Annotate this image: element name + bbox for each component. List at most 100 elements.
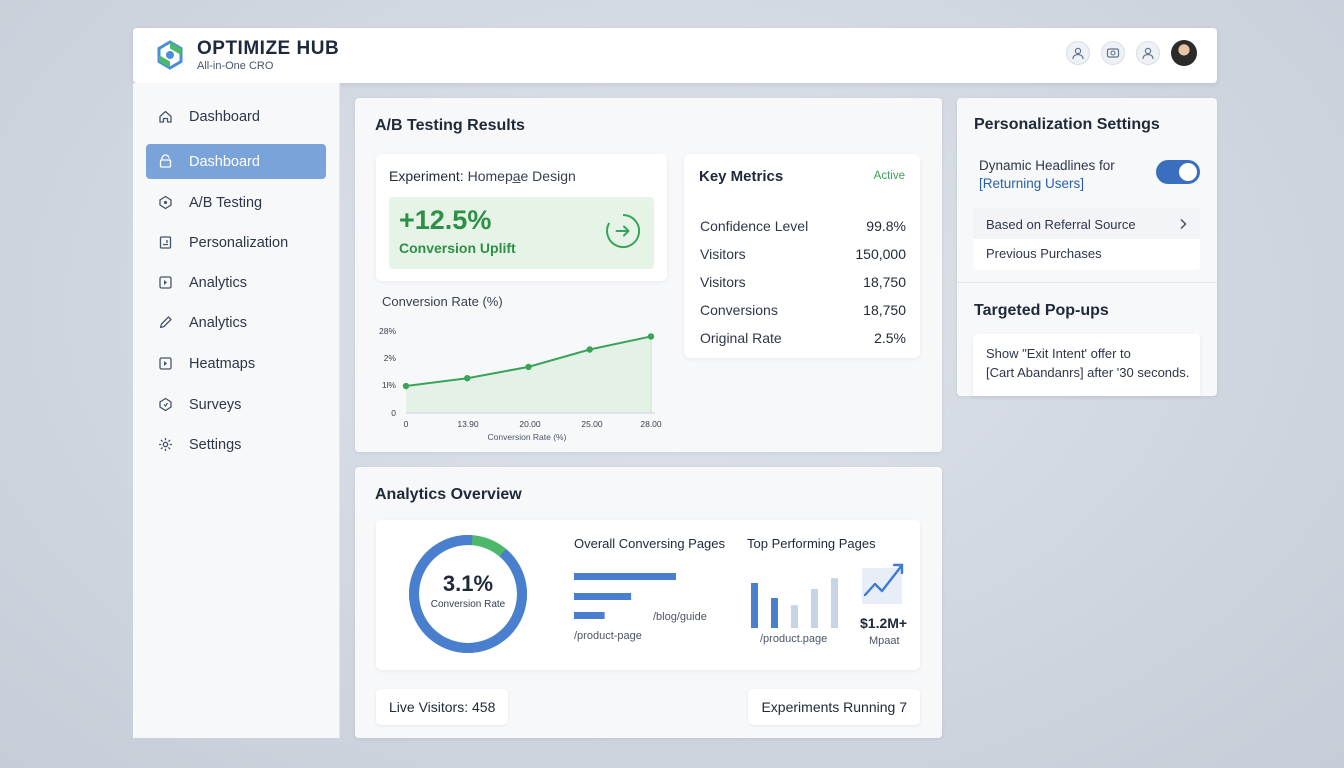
top-page-bar <box>831 578 838 628</box>
y-tick-label: 2% <box>384 353 397 363</box>
avatar[interactable] <box>1171 40 1197 66</box>
sidebar-item-label: Heatmaps <box>189 355 256 372</box>
ab-testing-panel: A/B Testing Results Experiment: Homepa̲e… <box>355 98 942 452</box>
sidebar-item-surveys[interactable]: Surveys <box>146 387 326 422</box>
overall-label-bottom: /product-page <box>574 630 642 642</box>
key-metrics-card: Key Metrics Active Confidence Level 99.8… <box>684 154 920 358</box>
top-page-bar <box>791 605 798 628</box>
experiment-card[interactable]: Experiment: Homepa̲e Design +12.5% Conve… <box>376 154 667 281</box>
app-title: OPTIMIZE HUB <box>197 38 340 59</box>
data-point <box>402 382 410 390</box>
experiment-name: Homepa̲e Design <box>467 168 576 184</box>
top-pages-bars <box>751 578 838 628</box>
divider <box>957 282 1217 283</box>
popup-rule-line-1: Show "Exit Intent' offer to <box>986 346 1131 361</box>
targeted-popups-title: Targeted Pop-ups <box>974 302 1109 319</box>
experiments-running-badge: Experiments Running 7 <box>748 689 920 725</box>
sidebar-item-dashboard-home[interactable]: Dashboard <box>146 99 326 134</box>
top-page-bar <box>811 589 818 628</box>
gear-icon <box>157 437 173 453</box>
x-tick-label: 25.00 <box>581 419 603 429</box>
trend-up-icon <box>862 563 904 604</box>
referral-source-label: Based on Referral Source <box>986 217 1136 232</box>
popup-rule-card[interactable]: Show "Exit Intent' offer to [Cart Abanda… <box>973 334 1200 396</box>
personalization-title: Personalization Settings <box>974 116 1160 133</box>
dynamic-headlines-toggle[interactable] <box>1156 160 1200 184</box>
header-icon-group <box>1066 40 1197 66</box>
analytics-overview-title: Analytics Overview <box>375 486 522 503</box>
sidebar-item-label: Analytics <box>189 274 248 291</box>
user-icon[interactable] <box>1066 41 1090 65</box>
sidebar-item-analytics[interactable]: Analytics <box>146 265 326 300</box>
page-bar <box>574 573 676 580</box>
sidebar-item-label: Dashboard <box>189 153 260 170</box>
donut-value: 3.1% <box>442 571 494 596</box>
live-visitors-badge: Live Visitors: 458 <box>376 689 509 725</box>
donut-segment <box>409 535 527 653</box>
metric-row: Conversions 18,750 <box>700 302 906 318</box>
sidebar-item-label: A/B Testing <box>189 194 263 211</box>
page-bar <box>574 612 605 619</box>
metric-label: Conversions <box>700 302 778 318</box>
logo-icon <box>157 40 183 70</box>
x-tick-label: 0 <box>404 419 409 429</box>
metric-label: Visitors <box>700 274 746 290</box>
returning-users-label: [Returning Users] <box>979 176 1085 191</box>
revenue-value: $1.2M+ <box>860 615 908 631</box>
x-tick-label: 28.00 <box>640 419 662 429</box>
experiment-label: Experiment: <box>389 168 464 184</box>
y-tick-label: 1l% <box>382 380 397 390</box>
ab-testing-icon <box>157 195 173 211</box>
x-tick-label: 20.00 <box>519 419 541 429</box>
targeting-options: Based on Referral Source Previous Purcha… <box>973 208 1200 270</box>
analytics-icon <box>157 275 173 291</box>
previous-purchases-option[interactable]: Previous Purchases <box>986 246 1102 261</box>
toggle-knob <box>1179 163 1197 181</box>
metric-value: 2.5% <box>874 330 906 346</box>
uplift-label: Conversion Uplift <box>399 240 516 256</box>
chart-title: Conversion Rate (%) <box>382 294 503 309</box>
ab-testing-title: A/B Testing Results <box>375 117 525 134</box>
chevron-right-icon <box>1180 218 1187 230</box>
top-page-bar <box>771 598 778 628</box>
pencil-icon <box>157 315 173 331</box>
overall-label-right: /blog/guide <box>653 611 707 623</box>
metric-row: Visitors 150,000 <box>700 246 906 262</box>
donut-label: Conversion Rate <box>430 599 506 610</box>
metric-value: 18,750 <box>863 302 906 318</box>
data-point <box>647 333 655 340</box>
top-pages-title: Top Performing Pages <box>747 536 876 551</box>
overall-pages-bars <box>574 573 676 619</box>
y-tick-label: 28% <box>379 326 396 336</box>
sidebar-item-label: Settings <box>189 436 242 453</box>
overall-pages-title: Overall Conversing Pages <box>574 536 726 551</box>
sidebar-item-label: Dashboard <box>189 108 260 125</box>
sidebar-item-settings[interactable]: Settings <box>146 427 326 462</box>
referral-source-option[interactable]: Based on Referral Source <box>973 208 1200 239</box>
top-page-bar <box>751 583 758 628</box>
dynamic-headlines-text: Dynamic Headlines for [Returning Users] <box>979 158 1115 191</box>
metric-label: Visitors <box>700 246 746 262</box>
sidebar-item-personalization[interactable]: Personalization <box>146 225 326 260</box>
data-point <box>586 346 593 353</box>
sidebar-item-dashboard[interactable]: Dashboard <box>146 144 326 179</box>
sidebar-item-ab-testing[interactable]: A/B Testing <box>146 185 326 220</box>
profile-icon[interactable] <box>1136 41 1160 65</box>
status-badge: Active <box>873 170 905 182</box>
uplift-value: +12.5% <box>399 205 492 235</box>
page-bar <box>574 593 632 600</box>
metric-row: Original Rate 2.5% <box>700 330 906 346</box>
data-point <box>525 363 532 371</box>
sidebar-item-heatmaps[interactable]: Heatmaps <box>146 346 326 381</box>
dollar-icon[interactable] <box>1101 41 1125 65</box>
top-pages-label: /product.page <box>760 633 828 645</box>
metric-row: Confidence Level 99.8% <box>700 218 906 234</box>
x-tick-label: 13.90 <box>457 419 479 429</box>
arrow-right-circle-icon[interactable] <box>605 213 641 249</box>
metric-label: Original Rate <box>700 330 782 346</box>
sidebar-item-label: Surveys <box>189 396 242 413</box>
sidebar-item-analytics-2[interactable]: Analytics <box>146 305 326 340</box>
dynamic-headlines-label: Dynamic Headlines for <box>979 158 1115 173</box>
uplift-box: +12.5% Conversion Uplift <box>389 197 654 269</box>
chart-area <box>406 336 651 413</box>
